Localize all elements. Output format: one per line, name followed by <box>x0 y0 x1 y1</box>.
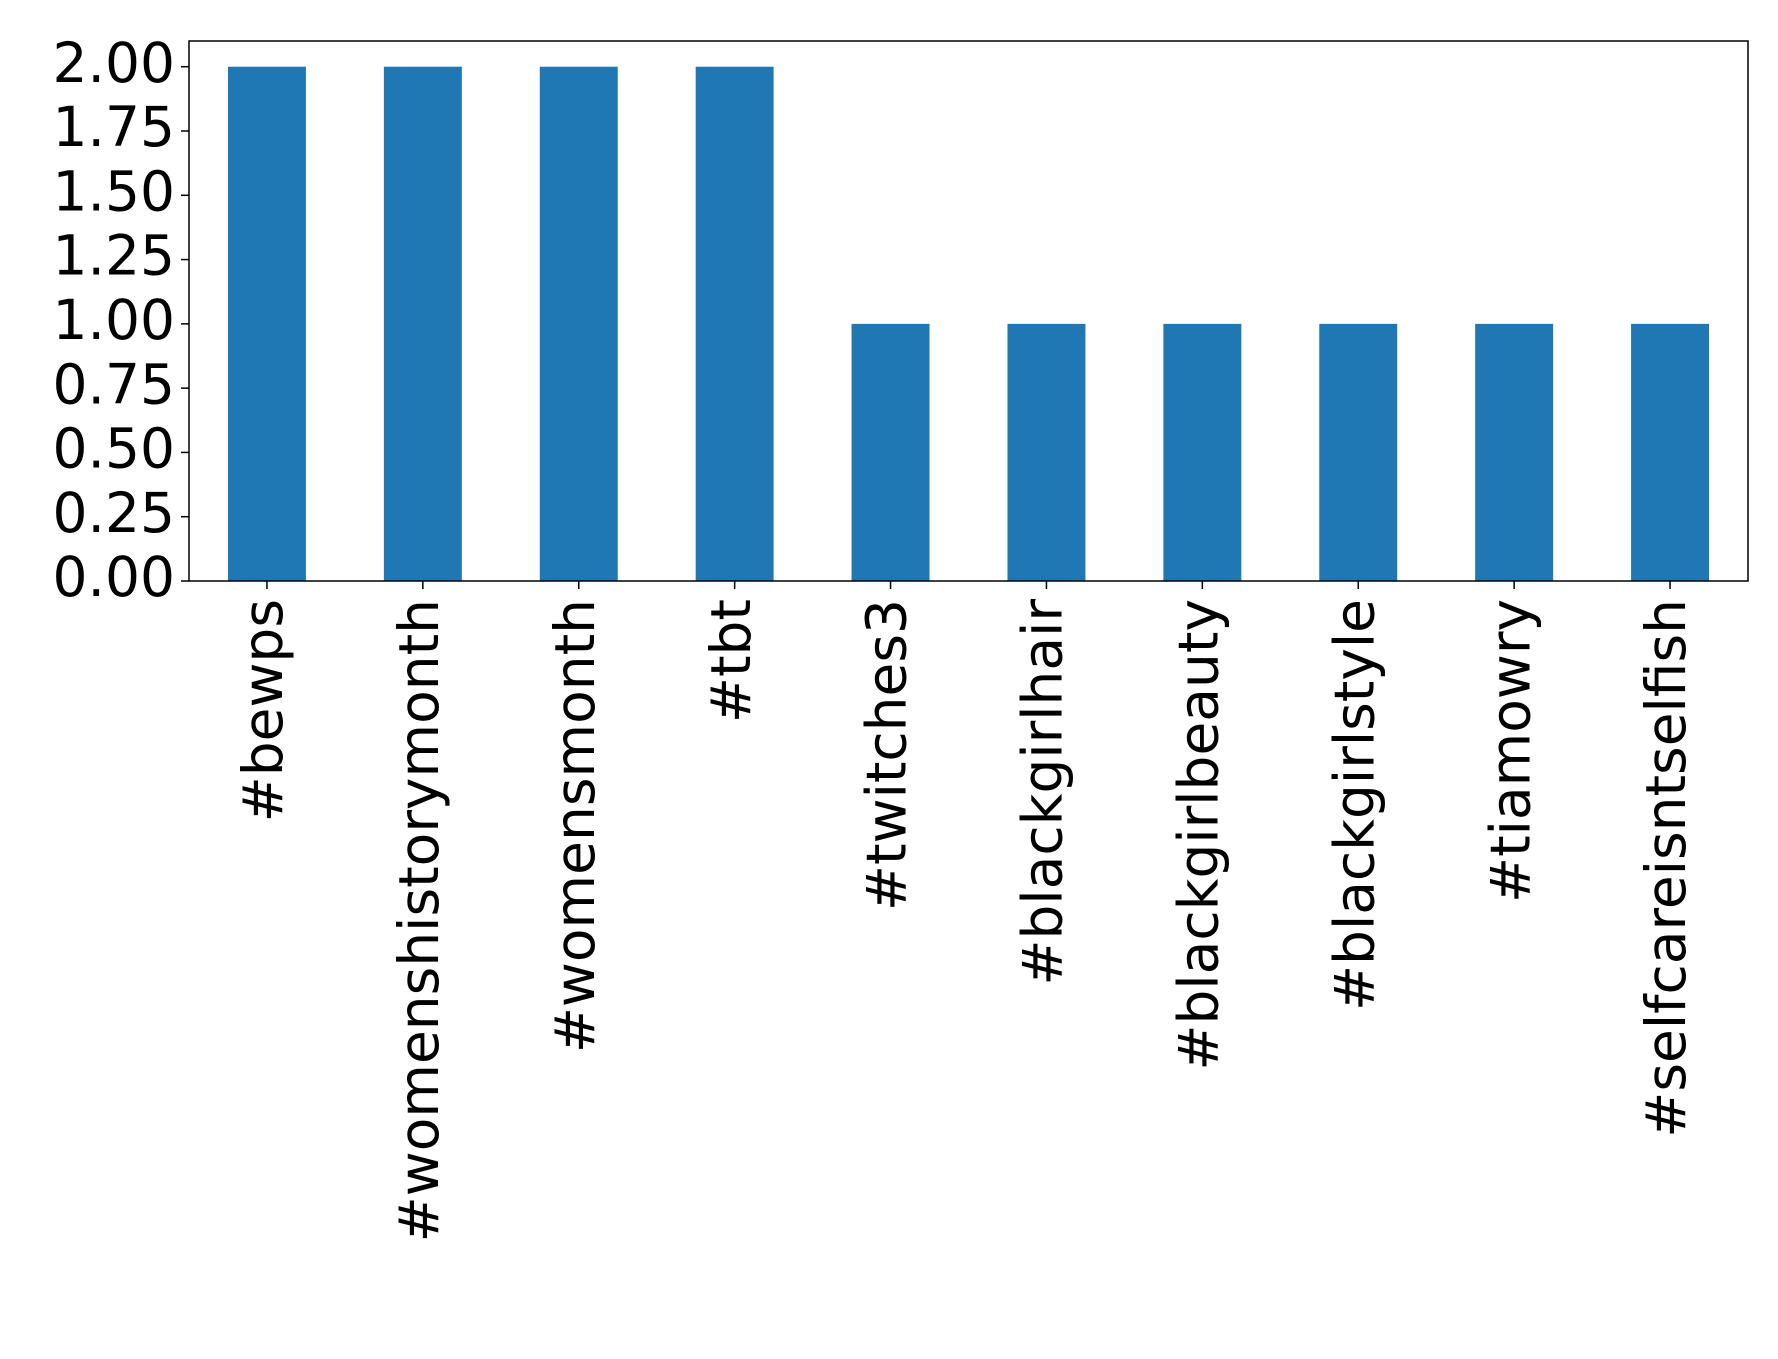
y-tick-label: 0.50 <box>53 417 175 481</box>
x-tick-label: #blackgirlstyle <box>1322 599 1386 1011</box>
y-tick-label: 1.00 <box>53 288 175 352</box>
x-tick-label: #womenshistorymonth <box>387 599 451 1242</box>
bar <box>851 323 930 581</box>
bar <box>1163 323 1242 581</box>
y-tick-label: 1.75 <box>53 95 175 159</box>
bar <box>1319 323 1398 581</box>
x-tick-label: #twitches3 <box>855 599 919 911</box>
y-tick-label: 1.25 <box>53 224 175 288</box>
y-tick-label: 0.00 <box>53 545 175 609</box>
bar <box>695 66 774 581</box>
y-tick-label: 0.25 <box>53 481 175 545</box>
x-tick-label: #womensmonth <box>543 599 607 1053</box>
bar <box>1631 323 1710 581</box>
y-tick-label: 2.00 <box>53 31 175 95</box>
y-tick-label: 0.75 <box>53 352 175 416</box>
bar <box>227 66 306 581</box>
plot-frame <box>188 40 1749 582</box>
bar <box>539 66 618 581</box>
x-tick-label: #blackgirlhair <box>1011 599 1075 986</box>
bar <box>383 66 462 581</box>
x-tick-label: #blackgirlbeauty <box>1166 599 1230 1071</box>
x-tick-label: #tbt <box>699 599 763 723</box>
bar <box>1007 323 1086 581</box>
bar <box>1475 323 1554 581</box>
x-tick-label: #bewps <box>231 599 295 822</box>
y-tick-label: 1.50 <box>53 159 175 223</box>
x-tick-label: #selfcareisntselfish <box>1634 599 1698 1138</box>
x-tick-label: #tiamowry <box>1478 599 1542 903</box>
